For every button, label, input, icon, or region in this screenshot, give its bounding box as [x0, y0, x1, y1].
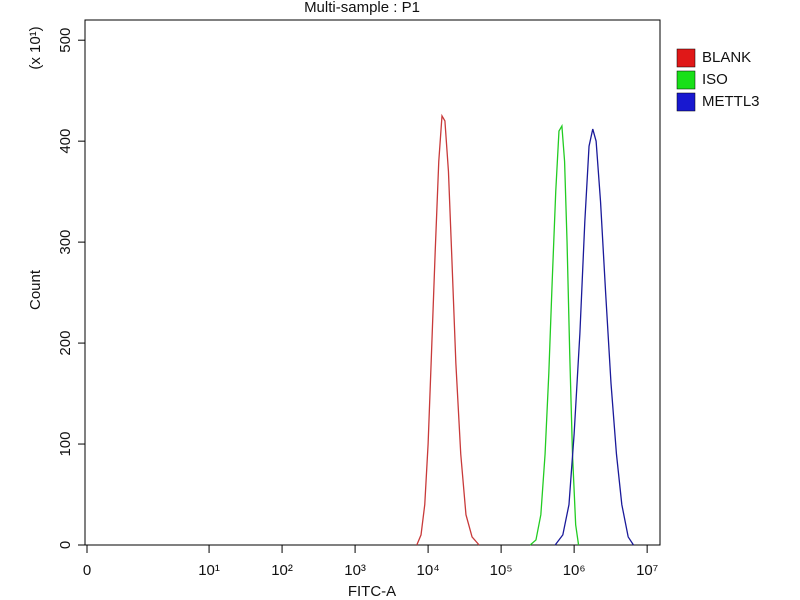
legend-label: BLANK [702, 49, 751, 66]
y-tick-label: 300 [57, 230, 74, 255]
x-axis-label: FITC-A [348, 583, 396, 600]
x-tick-label: 10⁷ [636, 562, 658, 579]
x-tick-label: 10⁴ [417, 562, 440, 579]
x-tick-label: 10³ [344, 562, 366, 579]
y-tick-label: 500 [57, 28, 74, 53]
histogram-line [529, 123, 580, 546]
x-tick-label: 0 [83, 562, 91, 579]
histogram-line [554, 128, 635, 546]
legend-label: ISO [702, 71, 728, 88]
legend-swatch [676, 70, 696, 90]
x-tick-label: 10² [271, 562, 293, 579]
y-tick-label: 0 [57, 541, 74, 549]
histogram-line [416, 113, 480, 546]
y-axis-unit: (x 10¹) [27, 26, 44, 69]
y-axis-label: Count [27, 269, 44, 310]
x-tick-label: 10¹ [198, 562, 220, 579]
chart-title: Multi-sample : P1 [304, 0, 420, 16]
x-tick-label: 10⁵ [490, 562, 513, 579]
y-tick-label: 100 [57, 432, 74, 457]
x-tick-label: 10⁶ [563, 562, 586, 579]
y-tick-label: 400 [57, 129, 74, 154]
plot-frame [84, 19, 661, 546]
legend-label: METTL3 [702, 93, 760, 110]
legend-swatch [676, 48, 696, 68]
y-tick-label: 200 [57, 331, 74, 356]
legend-swatch [676, 92, 696, 112]
